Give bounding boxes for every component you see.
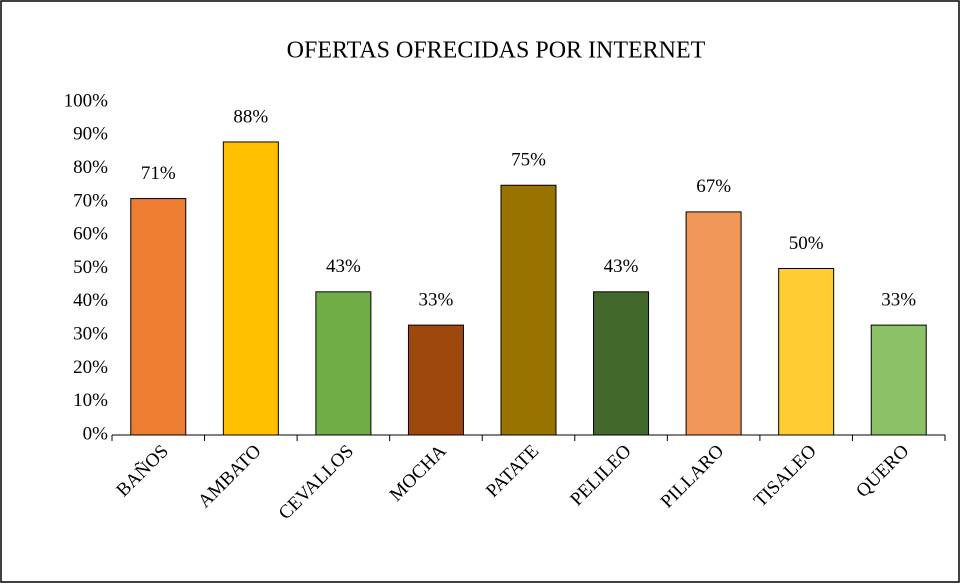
y-tick-label: 10% [73, 390, 108, 411]
y-tick-label: 90% [73, 124, 108, 145]
value-label: 71% [141, 163, 176, 184]
y-tick-label: 20% [73, 357, 108, 378]
bar [407, 324, 464, 436]
y-tick-label: 60% [73, 224, 108, 245]
value-label: 50% [789, 233, 824, 254]
bar [222, 141, 279, 436]
bar [500, 184, 557, 436]
y-tick-label: 50% [73, 257, 108, 278]
bar [870, 324, 927, 436]
y-tick-label: 30% [73, 323, 108, 344]
bar [130, 198, 187, 436]
bar [593, 291, 650, 436]
value-label: 33% [419, 289, 454, 310]
y-tick-label: 70% [73, 190, 108, 211]
y-tick-label: 40% [73, 290, 108, 311]
bar [778, 268, 835, 436]
y-tick-label: 0% [83, 423, 109, 444]
value-label: 67% [696, 176, 731, 197]
chart-title: OFERTAS OFRECIDAS POR INTERNET [287, 38, 706, 64]
value-label: 43% [604, 256, 639, 277]
value-label: 88% [233, 106, 268, 127]
bar [685, 211, 742, 436]
bar [315, 291, 372, 436]
value-label: 75% [511, 150, 546, 171]
y-tick-label: 80% [73, 157, 108, 178]
y-tick-label: 100% [64, 90, 109, 111]
value-label: 43% [326, 256, 361, 277]
value-label: 33% [881, 289, 916, 310]
